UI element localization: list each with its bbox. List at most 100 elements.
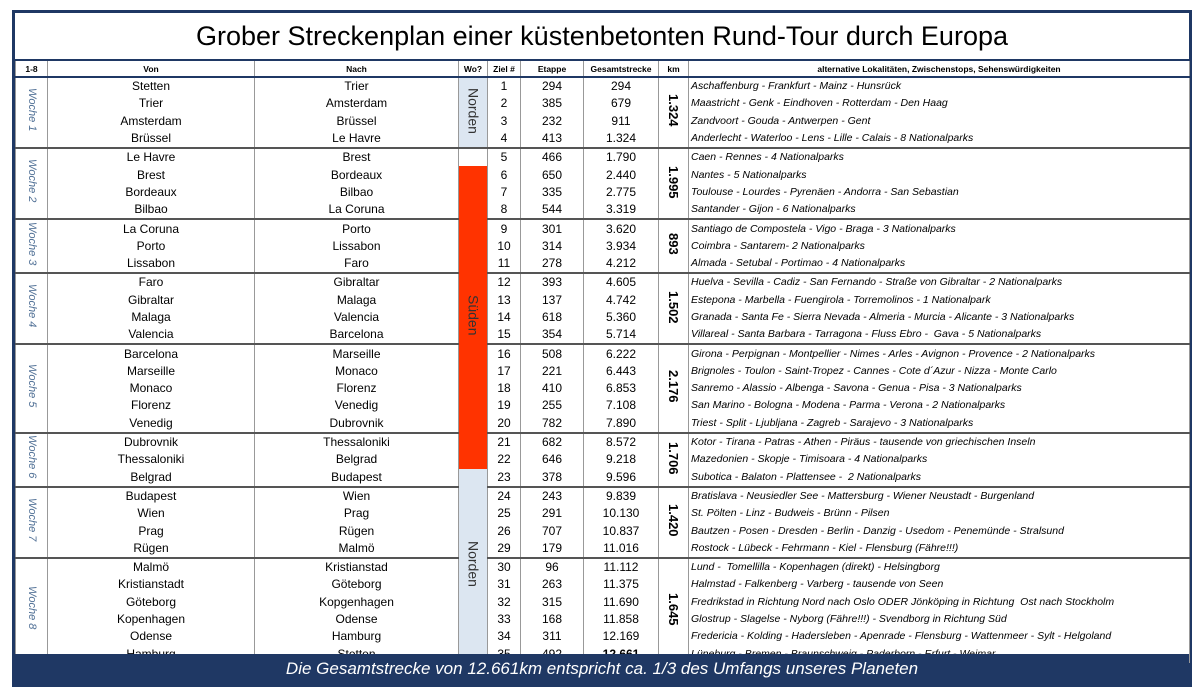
route-table: 1-8 Von Nach Wo? Ziel # Etappe Gesamtstrecke km… (15, 61, 1190, 663)
total-distance: 11.858 (583, 610, 659, 629)
to-cell: Le Havre (254, 129, 459, 149)
from-cell: Marseille (47, 362, 255, 381)
to-cell: Malmö (254, 539, 459, 559)
stage-distance: 707 (520, 522, 584, 540)
table-row: Odense Hamburg 34 311 12.169 Fredericia - Kol… (16, 628, 1190, 646)
to-cell: Marseille (254, 343, 459, 363)
week-label: Woche 3 (26, 221, 38, 266)
week-km-value: 1.324 (666, 94, 681, 127)
table-row: Marseille Monaco 17 221 6.443 Brignoles - Tou… (16, 362, 1190, 381)
week-km-value: 1.706 (666, 441, 681, 475)
stage-number: 4 (487, 129, 521, 149)
table-body: Woche 1 Stetten Trier Norden 1 294 294 1.324 Asc… (15, 77, 1190, 663)
alternatives: Huelva - Sevilla - Cadiz - San Fernando … (688, 272, 1190, 292)
to-cell: Venedig (254, 397, 459, 415)
alternatives: Sanremo - Alassio - Albenga - Savona - G… (688, 380, 1190, 398)
stage-number: 25 (487, 505, 521, 523)
column-header: 1-8 (15, 61, 48, 78)
stage-distance: 315 (520, 593, 584, 611)
alternatives: Nantes - 5 Nationalparks (688, 166, 1190, 184)
table-row: Belgrad Budapest Norden 23 378 9.596 Subotica … (16, 468, 1190, 663)
total-distance: 294 (583, 77, 659, 96)
stage-distance: 243 (520, 485, 584, 506)
week-km: 2.176 (658, 343, 689, 433)
stage-number: 9 (487, 218, 521, 238)
total-distance: 11.016 (583, 539, 659, 559)
alternatives: Brignoles - Toulon - Saint-Tropez - Cann… (688, 362, 1190, 381)
stage-distance: 618 (520, 308, 584, 327)
stage-distance: 311 (520, 628, 584, 646)
to-cell: Barcelona (254, 326, 459, 345)
from-cell: La Coruna (47, 218, 255, 238)
alternatives: Zandvoort - Gouda - Antwerpen - Gent (688, 112, 1190, 130)
column-header: Wo? (458, 61, 488, 78)
to-cell: Odense (254, 610, 459, 629)
week-km: 1.324 (658, 77, 689, 149)
table-row: Bordeaux Bilbao 7 335 2.775 Toulouse - Lourde… (16, 183, 1190, 202)
alternatives: San Marino - Bologna - Modena - Parma - … (688, 397, 1190, 415)
total-distance: 1.790 (583, 147, 659, 167)
to-cell: Malaga (254, 291, 459, 309)
to-cell: Budapest (254, 468, 459, 487)
alternatives: Aschaffenburg - Frankfurt - Mainz - Huns… (688, 77, 1190, 96)
table-row: Trier Amsterdam 2 385 679 Maastricht - Genk -… (16, 95, 1190, 113)
total-distance: 11.112 (583, 556, 659, 577)
total-distance: 911 (583, 112, 659, 130)
table-row: Woche 8 Malmö Kristianstad 30 96 11.112 1.645 L… (15, 556, 1190, 663)
week-cell: Woche 6 (15, 431, 48, 487)
stage-distance: 393 (520, 272, 584, 292)
stage-distance: 294 (520, 77, 584, 96)
stage-distance: 646 (520, 451, 584, 469)
alternatives: Mazedonien - Skopje - Timisoara - 4 Nati… (688, 451, 1190, 469)
stage-distance: 378 (520, 468, 584, 487)
table-row: Woche 4 Faro Gibraltar 12 393 4.605 1.502 Huelv… (15, 272, 1190, 345)
to-cell: Bilbao (254, 183, 459, 202)
total-distance: 5.360 (583, 308, 659, 327)
table-row: Brest Bordeaux Süden 6 650 2.440 Nantes - 5 Na… (16, 166, 1190, 469)
from-cell: Kopenhagen (47, 610, 255, 629)
stage-number: 16 (487, 343, 521, 363)
stage-number: 3 (487, 112, 521, 130)
stage-distance: 335 (520, 183, 584, 202)
total-distance: 9.839 (583, 485, 659, 506)
week-km-value: 1.502 (666, 290, 681, 324)
from-cell: Barcelona (47, 343, 255, 363)
table-row: Woche 7 Budapest Wien 24 243 9.839 1.420 Bratis… (15, 485, 1190, 559)
week-label: Woche 2 (26, 159, 38, 203)
alternatives: Santander - Gijon - 6 Nationalparks (688, 201, 1190, 220)
stage-distance: 314 (520, 237, 584, 255)
alternatives: Bautzen - Posen - Dresden - Berlin - Dan… (688, 522, 1190, 540)
to-cell: Thessaloniki (254, 431, 459, 452)
total-distance: 4.742 (583, 291, 659, 309)
table-row: Florenz Venedig 19 255 7.108 San Marino - Bol… (16, 397, 1190, 415)
from-cell: Porto (47, 237, 255, 255)
week-label: Woche 7 (26, 497, 38, 542)
table-row: Brüssel Le Havre 4 413 1.324 Anderlecht - Wat… (16, 129, 1190, 149)
stage-distance: 508 (520, 343, 584, 363)
to-cell: Kopgenhagen (254, 593, 459, 611)
from-cell: Stetten (47, 77, 255, 96)
alternatives: Coimbra - Santarem- 2 Nationalparks (688, 237, 1190, 255)
table-row: Valencia Barcelona 15 354 5.714 Villareal - S… (16, 326, 1190, 345)
from-cell: Florenz (47, 397, 255, 415)
week-cell: Woche 7 (15, 485, 48, 559)
alternatives: Granada - Santa Fe - Sierra Nevada - Alm… (688, 308, 1190, 327)
alternatives: Fredericia - Kolding - Hadersleben - Ape… (688, 628, 1190, 646)
stage-number: 14 (487, 308, 521, 327)
table-row: Porto Lissabon 10 314 3.934 Coimbra - Santare… (16, 237, 1190, 255)
stage-number: 5 (487, 147, 521, 167)
stage-number: 29 (487, 539, 521, 559)
total-distance: 6.853 (583, 380, 659, 398)
total-distance: 9.596 (583, 468, 659, 487)
table-row: Venedig Dubrovnik 20 782 7.890 Triest - Split… (16, 414, 1190, 433)
stage-distance: 137 (520, 291, 584, 309)
total-distance: 11.690 (583, 593, 659, 611)
column-header: km (658, 61, 689, 78)
stage-number: 21 (487, 431, 521, 452)
stage-distance: 168 (520, 610, 584, 629)
stage-number: 7 (487, 183, 521, 202)
table-row: Malaga Valencia 14 618 5.360 Granada - Santa … (16, 308, 1190, 327)
to-cell: Lissabon (254, 237, 459, 255)
alternatives: Lund - Tomellilla - Kopenhagen (direkt) … (688, 556, 1190, 577)
stage-distance: 354 (520, 326, 584, 345)
